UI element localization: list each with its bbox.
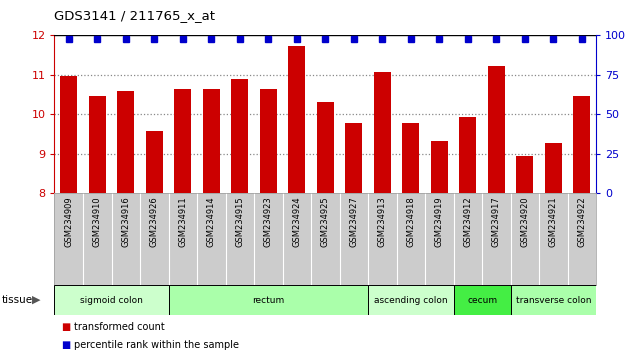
Bar <box>403 123 419 354</box>
Text: percentile rank within the sample: percentile rank within the sample <box>74 340 238 350</box>
Bar <box>174 88 191 354</box>
Bar <box>317 102 334 354</box>
Bar <box>54 285 169 315</box>
Text: GSM234927: GSM234927 <box>349 196 358 247</box>
Bar <box>573 96 590 354</box>
Bar <box>60 75 78 354</box>
Text: transverse colon: transverse colon <box>515 296 591 304</box>
Bar <box>169 285 368 315</box>
Bar <box>231 79 248 354</box>
Text: GSM234926: GSM234926 <box>150 196 159 247</box>
Text: ▶: ▶ <box>32 295 40 305</box>
Text: sigmoid colon: sigmoid colon <box>80 296 143 304</box>
Bar <box>368 285 454 315</box>
Text: GSM234916: GSM234916 <box>121 196 130 247</box>
Text: GSM234922: GSM234922 <box>578 196 587 247</box>
Bar <box>260 88 277 354</box>
Text: GSM234909: GSM234909 <box>64 196 73 247</box>
Text: cecum: cecum <box>467 296 497 304</box>
Bar <box>454 285 511 315</box>
Bar <box>511 285 596 315</box>
Bar <box>516 156 533 354</box>
Bar <box>88 96 106 354</box>
Text: GSM234915: GSM234915 <box>235 196 244 247</box>
Text: ■: ■ <box>61 322 70 332</box>
Text: transformed count: transformed count <box>74 322 165 332</box>
Bar <box>345 123 362 354</box>
Bar <box>146 131 163 354</box>
Text: GSM234913: GSM234913 <box>378 196 387 247</box>
Text: GSM234918: GSM234918 <box>406 196 415 247</box>
Text: GSM234923: GSM234923 <box>264 196 273 247</box>
Text: GDS3141 / 211765_x_at: GDS3141 / 211765_x_at <box>54 9 215 22</box>
Bar <box>117 91 135 354</box>
Bar <box>288 46 305 354</box>
Text: rectum: rectum <box>252 296 285 304</box>
Bar <box>488 66 505 354</box>
Text: GSM234914: GSM234914 <box>207 196 216 247</box>
Text: ■: ■ <box>61 340 70 350</box>
Text: GSM234924: GSM234924 <box>292 196 301 247</box>
Text: tissue: tissue <box>1 295 33 305</box>
Bar <box>545 143 562 354</box>
Text: ascending colon: ascending colon <box>374 296 447 304</box>
Text: GSM234910: GSM234910 <box>93 196 102 247</box>
Text: GSM234919: GSM234919 <box>435 196 444 247</box>
Text: GSM234925: GSM234925 <box>320 196 330 247</box>
Bar <box>374 72 391 354</box>
Text: GSM234920: GSM234920 <box>520 196 529 247</box>
Bar <box>460 117 476 354</box>
Text: GSM234921: GSM234921 <box>549 196 558 247</box>
Bar <box>203 88 220 354</box>
Text: GSM234917: GSM234917 <box>492 196 501 247</box>
Text: GSM234911: GSM234911 <box>178 196 187 247</box>
Text: GSM234912: GSM234912 <box>463 196 472 247</box>
Bar <box>431 141 448 354</box>
